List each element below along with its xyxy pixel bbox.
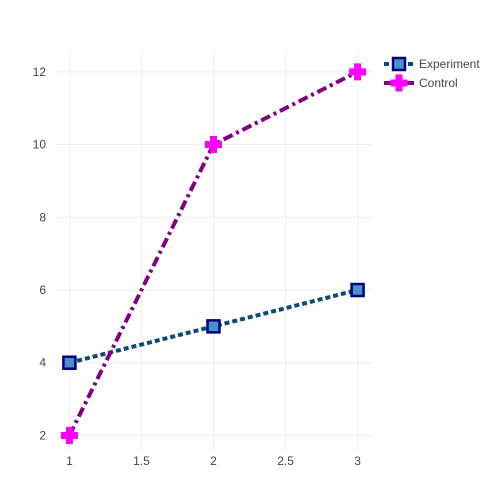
legend-label-experiment: Experiment [419, 57, 480, 71]
data-point-experiment [206, 319, 221, 334]
y-tick-label: 8 [39, 210, 46, 224]
x-tick-label: 1 [66, 454, 73, 468]
legend-marker-control [390, 74, 408, 92]
legend-marker-experiment [391, 56, 407, 72]
legend[interactable]: Experiment Control [384, 56, 480, 92]
y-tick-labels: 2 4 6 8 10 12 [33, 65, 47, 443]
x-tick-label: 3 [354, 454, 361, 468]
x-tick-label: 1.5 [133, 454, 150, 468]
data-point-control [205, 136, 222, 154]
data-point-control [349, 63, 367, 81]
y-tick-label: 2 [39, 428, 46, 442]
x-tick-label: 2.5 [277, 454, 294, 468]
legend-item-experiment[interactable]: Experiment [384, 56, 480, 72]
y-tick-label: 6 [39, 283, 46, 297]
x-tick-labels: 1 1.5 2 2.5 3 [66, 454, 361, 468]
data-point-experiment [62, 355, 77, 370]
y-gridlines [55, 71, 372, 436]
y-tick-label: 4 [39, 356, 46, 370]
legend-label-control: Control [419, 76, 458, 90]
legend-item-control[interactable]: Control [384, 74, 458, 92]
y-tick-label: 12 [33, 65, 47, 79]
series-markers [60, 63, 367, 444]
data-point-experiment [350, 282, 365, 298]
y-tick-label: 10 [33, 138, 47, 152]
x-gridlines [68, 50, 359, 450]
x-tick-label: 2 [210, 454, 217, 468]
data-point-control [60, 426, 78, 444]
